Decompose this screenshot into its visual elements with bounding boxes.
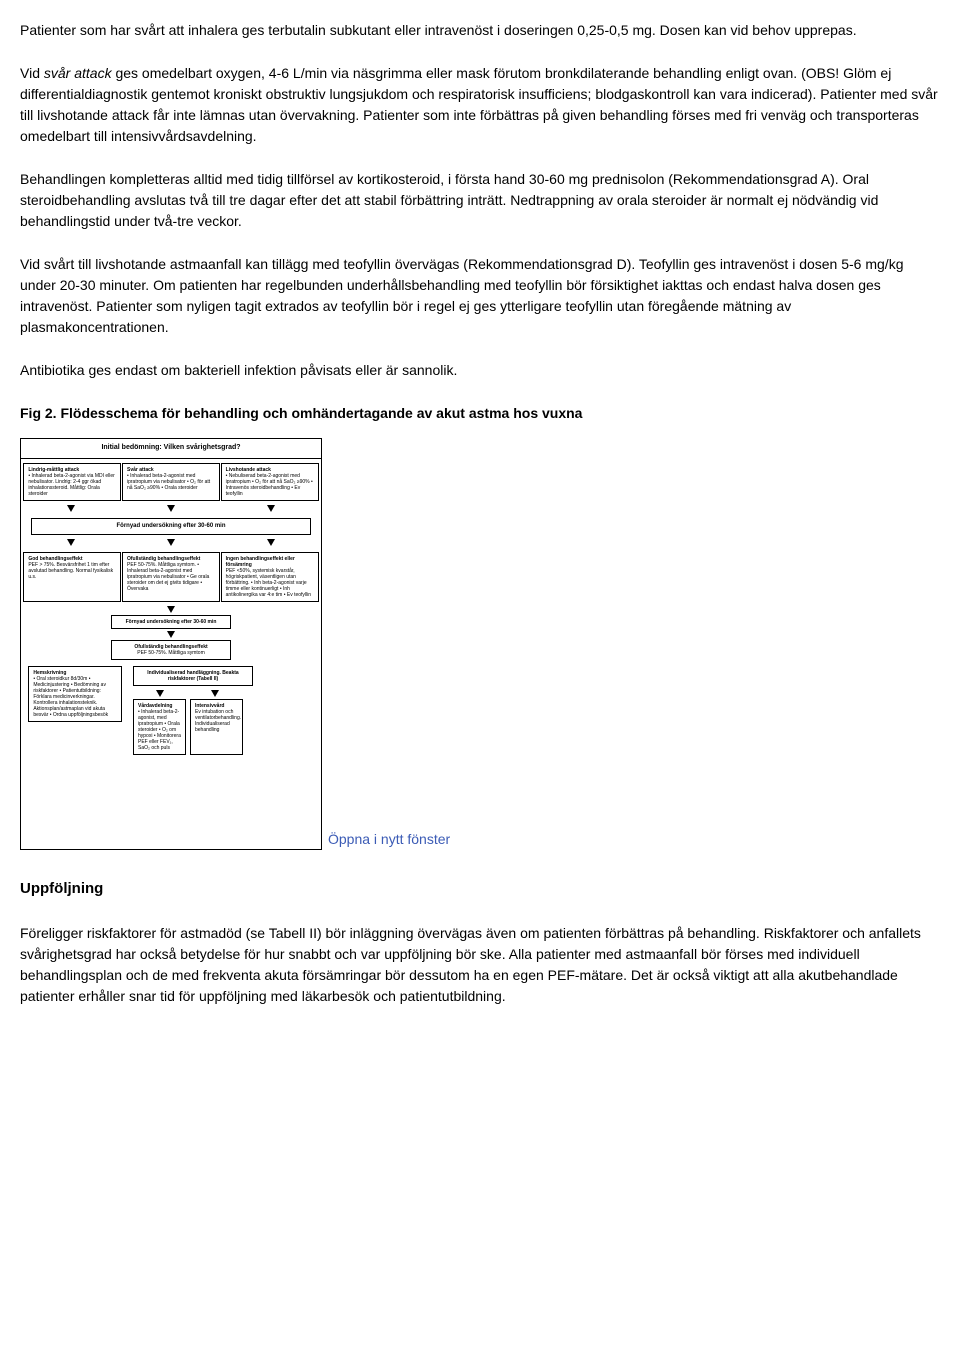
flowchart-reassess-30-60: Förnyad undersökning efter 30-60 min	[31, 518, 311, 535]
flowchart-box-mild: Lindrig-måttlig attack • Inhalerad beta-…	[23, 463, 121, 501]
paragraph-1: Patienter som har svårt att inhalera ges…	[20, 20, 940, 41]
arrow-icon	[267, 505, 275, 512]
paragraph-5: Antibiotika ges endast om bakteriell inf…	[20, 360, 940, 381]
flowchart-box-ward: Vårdavdelning • Inhalerad beta-2-agonist…	[133, 699, 186, 755]
flowchart-box-lifethreat-body: • Nebuliserad beta-2-agonist med ipratro…	[226, 473, 314, 497]
flowchart-partial-mid: Ofullständig behandlingseffekt PEF 50-75…	[111, 640, 231, 660]
flowchart-thumbnail[interactable]: Initial bedömning: Vilken svårighetsgrad…	[20, 438, 322, 850]
flowchart-box-lifethreat: Livshotande attack • Nebuliserad beta-2-…	[221, 463, 319, 501]
paragraph-2: Vid svår attack ges omedelbart oxygen, 4…	[20, 63, 940, 147]
flowchart-box-partial: Ofullständig behandlingseffekt PEF 50-75…	[122, 552, 220, 602]
flowchart-box-icu-body: Ev intubation och ventilatorbehandling. …	[195, 709, 238, 733]
flowchart-box-good: God behandlingseffekt PEF > 75%. Besvärs…	[23, 552, 121, 602]
flowchart-box-mild-body: • Inhalerad beta-2-agonist via MDI eller…	[28, 473, 116, 497]
paragraph-3: Behandlingen kompletteras alltid med tid…	[20, 169, 940, 232]
flowchart-row-2: God behandlingseffekt PEF > 75%. Besvärs…	[21, 548, 321, 604]
paragraph-2b-italic: svår attack	[44, 65, 112, 81]
flowchart-arrow-row-3	[133, 688, 243, 699]
figure-2-label: Fig 2. Flödesschema för behandling och o…	[20, 403, 940, 424]
document-page: Patienter som har svårt att inhalera ges…	[0, 0, 960, 1049]
flowchart-partial-mid-body: PEF 50-75%. Måttliga symtom	[116, 650, 226, 656]
arrow-icon	[267, 539, 275, 546]
arrow-icon	[167, 631, 175, 638]
flowchart-individualised: Individualiserad handläggning. Beakta ri…	[133, 666, 253, 686]
arrow-icon	[167, 505, 175, 512]
flowchart-box-icu: Intensivvård Ev intubation och ventilato…	[190, 699, 243, 755]
arrow-icon	[67, 505, 75, 512]
arrow-icon	[67, 539, 75, 546]
flowchart-row-1: Lindrig-måttlig attack • Inhalerad beta-…	[21, 459, 321, 503]
heading-uppfoljning: Uppföljning	[20, 878, 940, 901]
flowchart-box-none: Ingen behandlingseffekt eller försämring…	[221, 552, 319, 602]
open-in-new-window-link[interactable]: Öppna i nytt fönster	[328, 829, 450, 850]
flowchart-box-partial-body: PEF 50-75%. Måttliga symtom. • Inhalerad…	[127, 562, 215, 592]
flowchart-arrow-row-2	[21, 537, 321, 548]
flowchart-header: Initial bedömning: Vilken svårighetsgrad…	[21, 439, 321, 459]
flowchart-arrow-row-1	[21, 503, 321, 514]
flowchart-box-none-title: Ingen behandlingseffekt eller försämring	[226, 556, 314, 568]
flowchart-box-severe: Svår attack • Inhalerad beta-2-agonist m…	[122, 463, 220, 501]
arrow-icon	[156, 690, 164, 697]
flowchart-box-good-body: PEF > 75%. Besvärsfrihet 1 tim efter avs…	[28, 562, 116, 580]
flowchart-box-ward-body: • Inhalerad beta-2-agonist, med ipratrop…	[138, 709, 181, 751]
flowchart-reassess-mid: Förnyad undersökning efter 30-60 min	[111, 615, 231, 629]
flowchart-box-discharge: Hemskrivning • Oral steroidkur 8d/30m • …	[28, 666, 122, 722]
paragraph-4: Vid svårt till livshotande astmaanfall k…	[20, 254, 940, 338]
arrow-icon	[167, 606, 175, 613]
paragraph-2c: ges omedelbart oxygen, 4-6 L/min via näs…	[20, 65, 938, 144]
paragraph-2a: Vid	[20, 65, 44, 81]
arrow-icon	[211, 690, 219, 697]
flowchart-row-3: Hemskrivning • Oral steroidkur 8d/30m • …	[21, 662, 321, 757]
flowchart-box-discharge-body: • Oral steroidkur 8d/30m • Medicinjuster…	[33, 676, 117, 718]
arrow-icon	[167, 539, 175, 546]
paragraph-6: Föreligger riskfaktorer för astmadöd (se…	[20, 923, 940, 1007]
flowchart-box-none-body: PEF <50%, systemisk kvarstår, högriskpat…	[226, 568, 314, 598]
flowchart-box-severe-body: • Inhalerad beta-2-agonist med ipratropi…	[127, 473, 215, 491]
figure-2-wrap: Initial bedömning: Vilken svårighetsgrad…	[20, 438, 940, 850]
